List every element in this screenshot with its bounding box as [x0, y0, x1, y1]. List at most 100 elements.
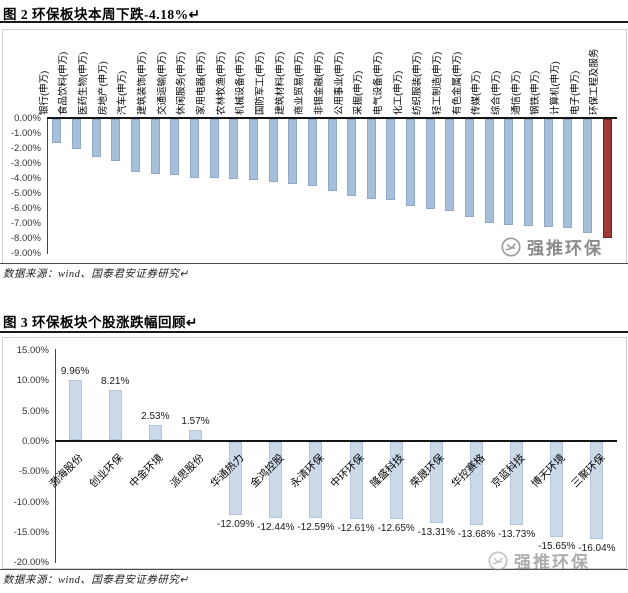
bar-有色金属(申万)	[465, 119, 475, 217]
bar-建筑材料(申万)	[288, 119, 298, 184]
bar-钢铁(申万)	[543, 119, 553, 227]
y-axis-line	[55, 348, 56, 564]
y-axis-tick-label: -15.00%	[13, 527, 49, 539]
bar-汽车(申万)	[130, 119, 140, 172]
watermark-text: 强推环保	[527, 239, 603, 258]
category-label: 机械设备(申万)	[235, 51, 247, 115]
category-label: 非银金融(申万)	[314, 51, 325, 115]
y-axis-tick-label: -4.00%	[10, 173, 41, 184]
figure3-title: 图 3 环保板块个股涨跌幅回顾↵	[3, 315, 198, 330]
value-label: -13.73%	[498, 529, 536, 541]
watermark: 强推环保	[500, 234, 603, 259]
bar-荣晟环保	[429, 442, 443, 523]
y-axis-tick-label: -2.00%	[10, 143, 41, 154]
category-label: 轻工制造(申万)	[431, 51, 443, 115]
bar-农林牧渔(申万)	[229, 119, 239, 179]
figure3-title-divider	[0, 331, 628, 333]
bar-食品饮料(申万)	[71, 119, 81, 149]
value-label: 9.96%	[60, 365, 90, 377]
bar-家用电器(申万)	[209, 119, 219, 179]
y-axis-tick-label: 15.00%	[16, 344, 49, 356]
category-label: 派思股份	[167, 452, 206, 491]
category-label: 计算机(申万)	[549, 61, 561, 115]
bar-中金环境	[148, 424, 162, 440]
bar-华控赛格	[470, 442, 483, 526]
bar-商业贸易(申万)	[307, 119, 317, 186]
bar-计算机(申万)	[563, 119, 573, 228]
category-label: 中金环境	[127, 452, 166, 491]
value-label: 1.57%	[181, 416, 210, 428]
bar-环保工程及服务	[602, 119, 612, 238]
category-label: 商业贸易(申万)	[294, 51, 306, 115]
category-label: 家用电器(申万)	[196, 51, 208, 115]
bar-通信(申万)	[524, 119, 534, 227]
y-axis-tick-label: 10.00%	[16, 375, 49, 387]
bar-非银金融(申万)	[327, 119, 337, 191]
category-label: 建筑材料(申万)	[274, 51, 286, 115]
bar-中环环保	[349, 442, 363, 519]
y-axis-tick-label: 0.00%	[14, 113, 41, 124]
y-axis-tick-label: -7.00%	[10, 218, 41, 229]
bar-纺织服装(申万)	[425, 119, 435, 209]
y-axis-tick-label: -1.00%	[10, 128, 41, 139]
category-label: 农林牧渔(申万)	[215, 51, 227, 115]
figure3-bottom-rule	[0, 569, 628, 570]
category-label: 钢铁(申万)	[530, 70, 542, 115]
figure2-bottom-rule	[0, 263, 628, 264]
value-label: 8.21%	[101, 376, 130, 388]
category-label: 汽车(申万)	[117, 70, 129, 115]
category-label: 银行(申万)	[38, 70, 50, 115]
watermark: 强推环保	[487, 548, 590, 573]
bar-派思股份	[189, 430, 202, 440]
bar-三聚环保	[590, 442, 604, 540]
zero-axis-line	[55, 440, 617, 442]
category-label: 渤海股份	[47, 452, 86, 491]
y-axis-tick-label: 0.00%	[22, 436, 49, 447]
bar-电气设备(申万)	[386, 119, 396, 200]
value-label: -12.44%	[257, 521, 295, 533]
bar-传媒(申万)	[484, 119, 494, 223]
bar-交通运输(申万)	[170, 119, 180, 176]
zero-axis-line	[47, 117, 617, 119]
y-axis-tick-label: -20.00%	[13, 557, 49, 569]
bar-公用事业(申万)	[347, 119, 357, 197]
y-axis-line	[47, 117, 48, 254]
bar-渤海股份	[68, 379, 82, 440]
value-label: 2.53%	[141, 410, 170, 422]
figure3-stock-bar-chart: 15.00% 10.00% 5.00% 0.00% -5.00% -10.00% -15.0…	[2, 337, 627, 569]
bar-轻工制造(申万)	[445, 119, 455, 211]
figure2-source: 数据来源：wind、国泰君安证券研究↵	[3, 269, 189, 280]
category-label: 电气设备(申万)	[372, 51, 384, 115]
category-label: 公用事业(申万)	[333, 51, 345, 115]
bar-隆盛科技	[389, 442, 403, 519]
value-label: -16.04%	[578, 543, 616, 555]
bar-机械设备(申万)	[248, 119, 258, 180]
value-label: -12.65%	[377, 522, 415, 534]
y-axis-tick-label: -8.00%	[10, 233, 41, 244]
category-label: 纺织服装(申万)	[412, 51, 424, 115]
value-label: -15.65%	[538, 540, 576, 552]
bar-华通热力	[229, 442, 243, 516]
bar-房地产(申万)	[111, 119, 121, 161]
y-axis-tick-label: 5.00%	[22, 405, 49, 417]
bar-京蓝科技	[510, 442, 524, 526]
figure2-title: 图 2 环保板块本周下跌-4.18%↵	[3, 7, 201, 22]
y-axis-tick-label: -6.00%	[10, 203, 41, 214]
value-label: -12.59%	[297, 522, 335, 534]
y-axis-tick-label: -5.00%	[18, 466, 49, 478]
bar-银行(申万)	[52, 119, 62, 143]
category-label: 交通运输(申万)	[156, 51, 168, 115]
category-label: 通信(申万)	[510, 70, 522, 115]
bar-医药生物(申万)	[91, 119, 101, 157]
category-label: 采掘(申万)	[353, 70, 365, 115]
category-label: 休闲服务(申万)	[176, 51, 188, 115]
watermark-logo-icon	[488, 550, 508, 571]
figure3-source: 数据来源：wind、国泰君安证券研究↵	[3, 575, 189, 586]
y-axis-tick-label: -5.00%	[10, 188, 41, 199]
category-label: 传媒(申万)	[471, 70, 483, 115]
value-label: -13.68%	[457, 529, 496, 541]
bar-化工(申万)	[406, 119, 416, 206]
bar-综合(申万)	[504, 119, 514, 225]
bar-金鸿控股	[269, 442, 283, 518]
